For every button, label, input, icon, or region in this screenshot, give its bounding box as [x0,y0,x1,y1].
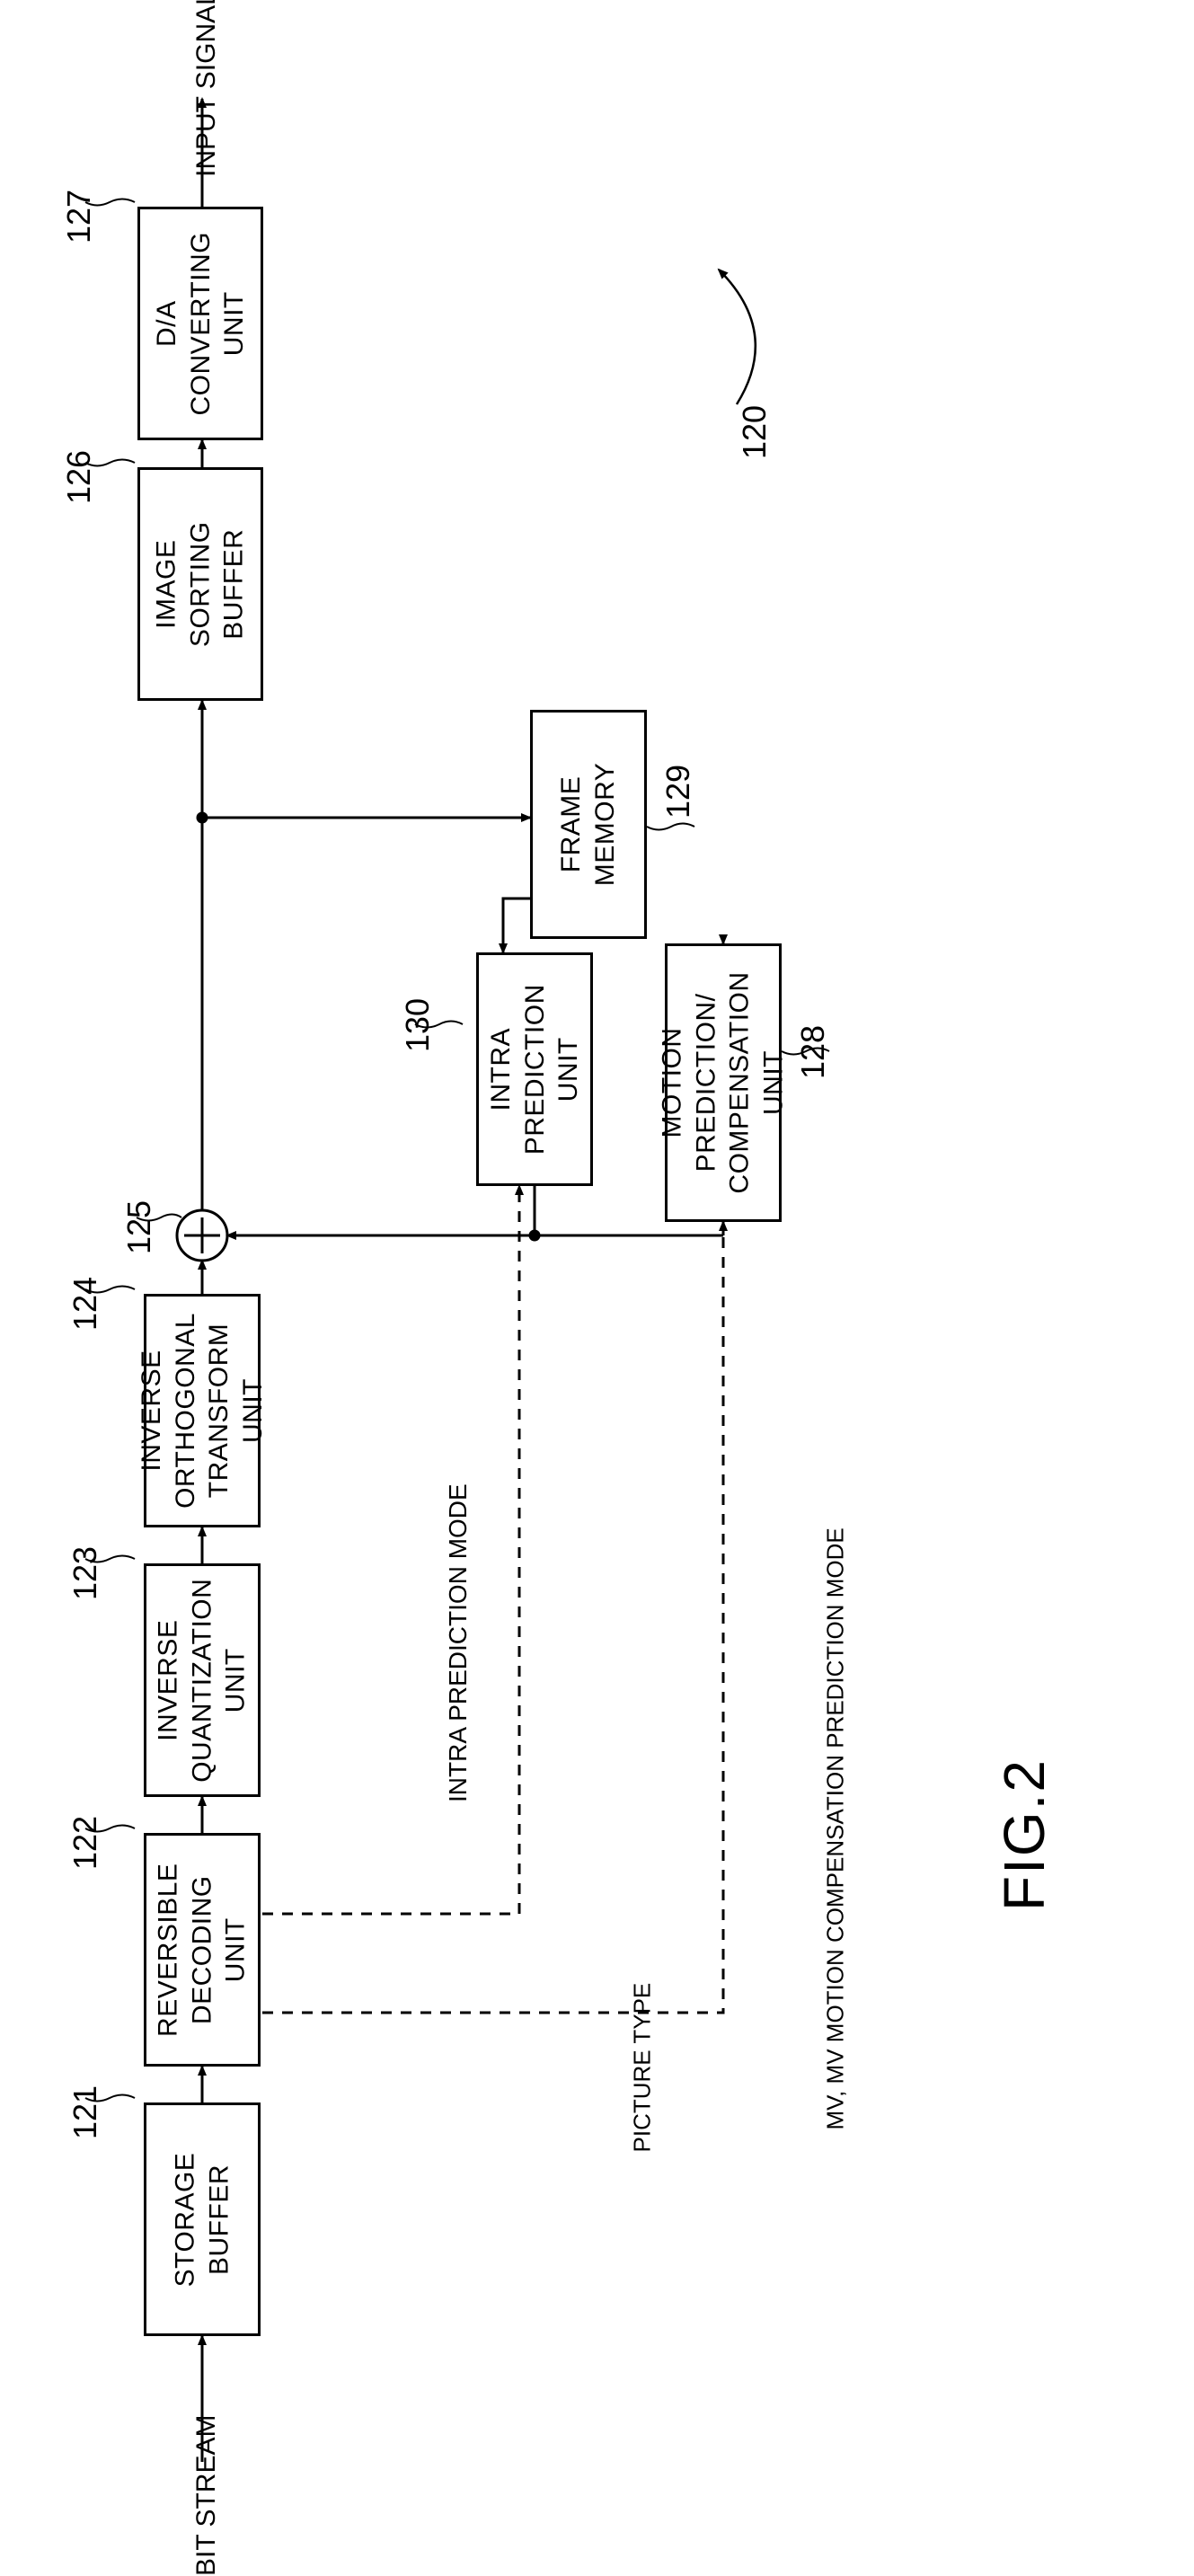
block-label: INVERSEQUANTIZATIONUNIT [152,1578,253,1782]
ref-label-123: 123 [58,1554,112,1592]
input-signal-label: BIT STREAM [191,2378,222,2576]
block-121: STORAGEBUFFER [144,2102,261,2336]
block-label: INTRAPREDICTIONUNIT [484,984,586,1155]
mv-mode-label-2: PICTURE TYPE [629,1919,657,2153]
diagram-canvas: FIG.2 120 BIT STREAM INPUT SIGNAL INTRA … [18,36,1176,2526]
ref-label-121: 121 [58,2094,112,2131]
output-signal-label: INPUT SIGNAL [191,0,222,177]
block-label: D/ACONVERTINGUNIT [150,232,252,415]
block-129: FRAMEMEMORY [530,710,647,939]
ref-label-125: 125 [112,1208,166,1246]
block-label: MOTIONPREDICTION/COMPENSATIONUNIT [656,971,791,1193]
block-label: REVERSIBLEDECODINGUNIT [152,1863,253,2036]
block-127: D/ACONVERTINGUNIT [137,207,263,440]
mv-mode-label-1: MV, MV MOTION COMPENSATION PREDICTION MO… [822,1412,850,2130]
block-128: MOTIONPREDICTION/COMPENSATIONUNIT [665,943,782,1222]
block-130: INTRAPREDICTIONUNIT [476,952,593,1186]
block-label: STORAGEBUFFER [169,2152,236,2287]
ref-label-124: 124 [58,1285,112,1323]
ref-label-127: 127 [52,198,106,235]
block-124: INVERSEORTHOGONALTRANSFORMUNIT [144,1294,261,1527]
ref-label-128: 128 [786,1033,840,1071]
figure-label: FIG.2 [991,1642,1057,1911]
system-ref-label: 120 [728,413,782,451]
ref-label-130: 130 [391,1006,445,1044]
block-122: REVERSIBLEDECODINGUNIT [144,1833,261,2067]
block-label: IMAGESORTINGBUFFER [150,521,252,647]
block-126: IMAGESORTINGBUFFER [137,467,263,701]
ref-label-122: 122 [58,1824,112,1862]
block-123: INVERSEQUANTIZATIONUNIT [144,1563,261,1797]
ref-label-129: 129 [651,773,705,810]
intra-mode-label: INTRA PREDICTION MODE [444,1407,473,1802]
block-label: INVERSEORTHOGONALTRANSFORMUNIT [135,1313,270,1509]
ref-label-126: 126 [52,458,106,496]
block-label: FRAMEMEMORY [555,763,623,886]
